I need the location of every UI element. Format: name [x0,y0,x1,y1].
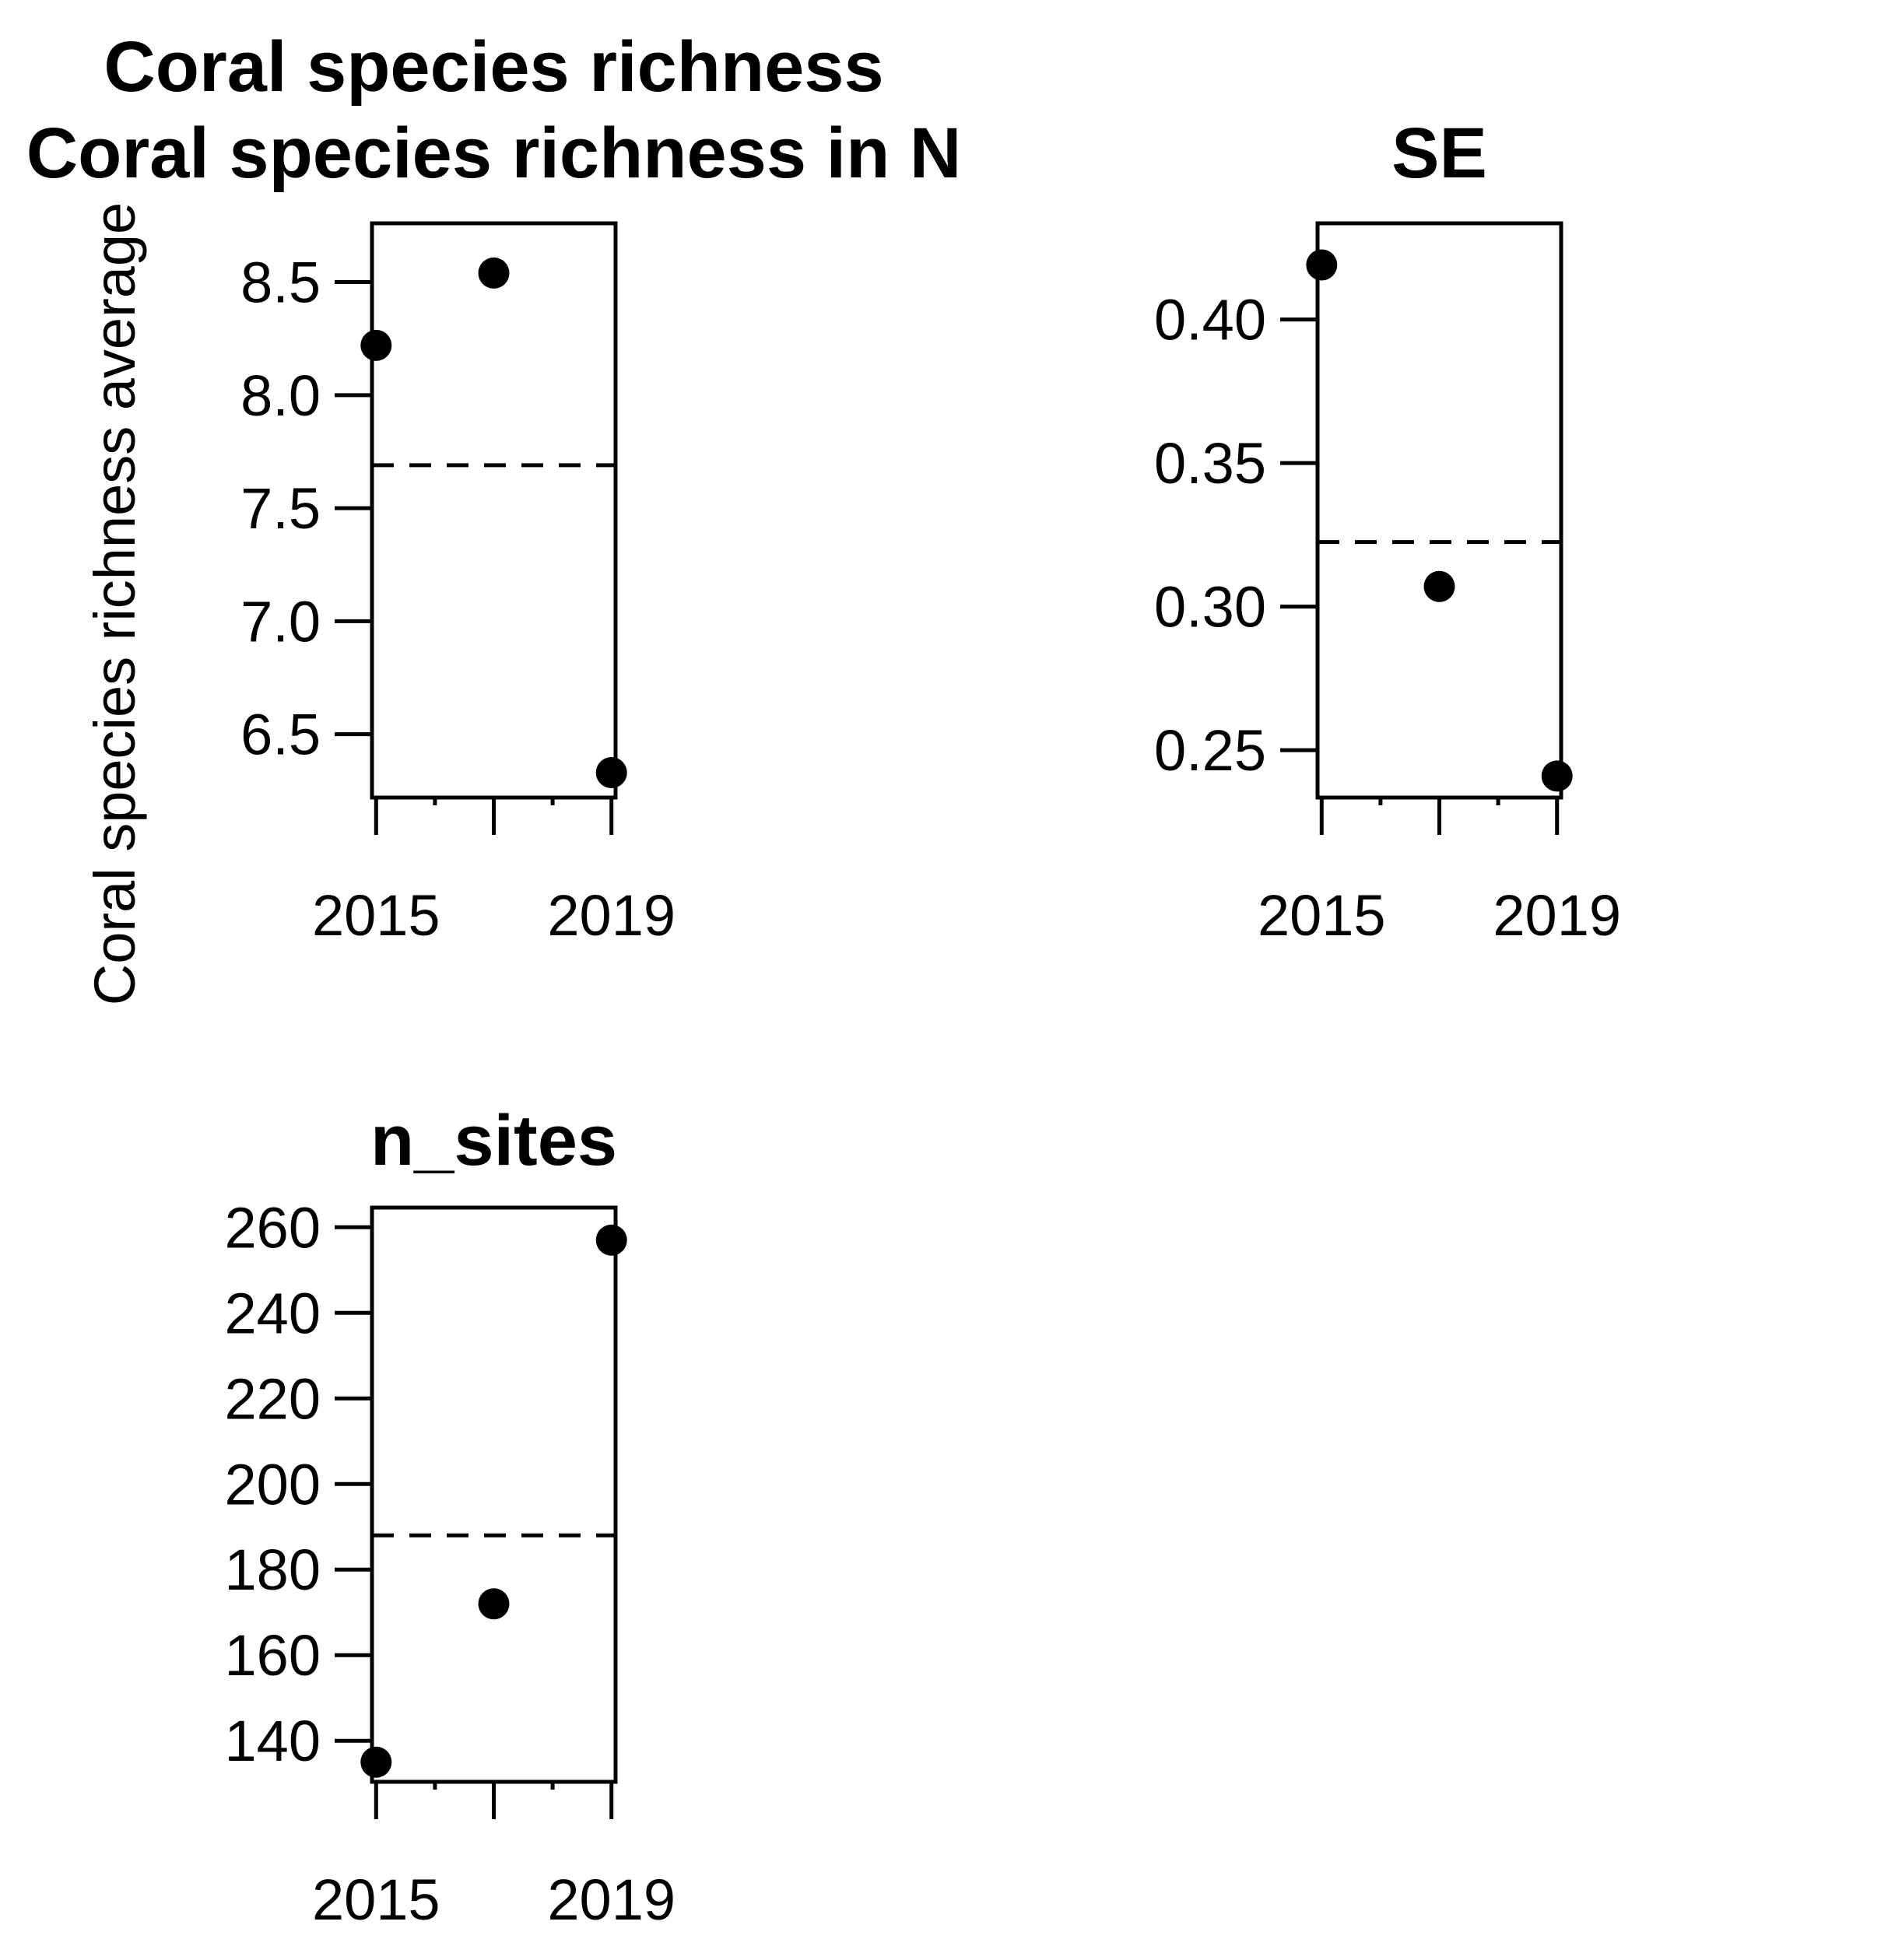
data-point [595,757,627,789]
panel-title-line: Coral species richness in N [26,114,962,193]
y-axis-title: Coral species richness average [82,202,147,1005]
plot-frame [370,1205,618,1784]
plot-frame [1315,221,1563,800]
y-tick-label: 180 [225,1537,321,1602]
x-tick-label: 2015 [1258,883,1386,948]
data-point [478,1588,510,1620]
x-tick-label: 2015 [312,1867,440,1932]
y-tick-label: 0.30 [1154,575,1266,640]
data-point [1423,570,1455,602]
x-tick-label: 2019 [547,1867,676,1932]
y-tick-label: 0.35 [1154,431,1266,496]
y-tick-label: 7.0 [240,589,321,654]
y-tick-label: 160 [225,1623,321,1688]
y-tick-label: 260 [225,1195,321,1260]
y-tick-label: 8.0 [240,363,321,428]
y-tick-label: 0.40 [1154,288,1266,352]
y-tick-label: 8.5 [240,251,321,315]
y-tick-label: 0.25 [1154,718,1266,783]
y-tick-label: 7.5 [240,476,321,541]
y-tick-label: 140 [225,1709,321,1773]
data-point [478,257,510,289]
y-tick-label: 240 [225,1281,321,1345]
y-tick-label: 6.5 [240,703,321,767]
data-point [1541,760,1573,792]
y-tick-label: 220 [225,1366,321,1431]
data-point [360,329,392,361]
x-tick-label: 2015 [312,883,440,948]
plot-frame [370,221,618,800]
panel-title-line: n_sites [370,1101,617,1180]
x-tick-label: 2019 [1493,883,1621,948]
panel-3: n_sites 140 160 180 200 220 240 260 2015 2019 [225,1101,676,1932]
data-point [1306,249,1338,281]
y-tick-label: 200 [225,1452,321,1516]
panel-title-line: Coral species richness [104,27,883,107]
panel-title-line: SE [1391,114,1487,193]
data-point [360,1746,392,1778]
data-point [595,1224,627,1256]
x-tick-label: 2019 [547,883,676,948]
panel-2: SE 0.25 0.30 0.35 0.40 2015 2019 [1154,114,1621,948]
